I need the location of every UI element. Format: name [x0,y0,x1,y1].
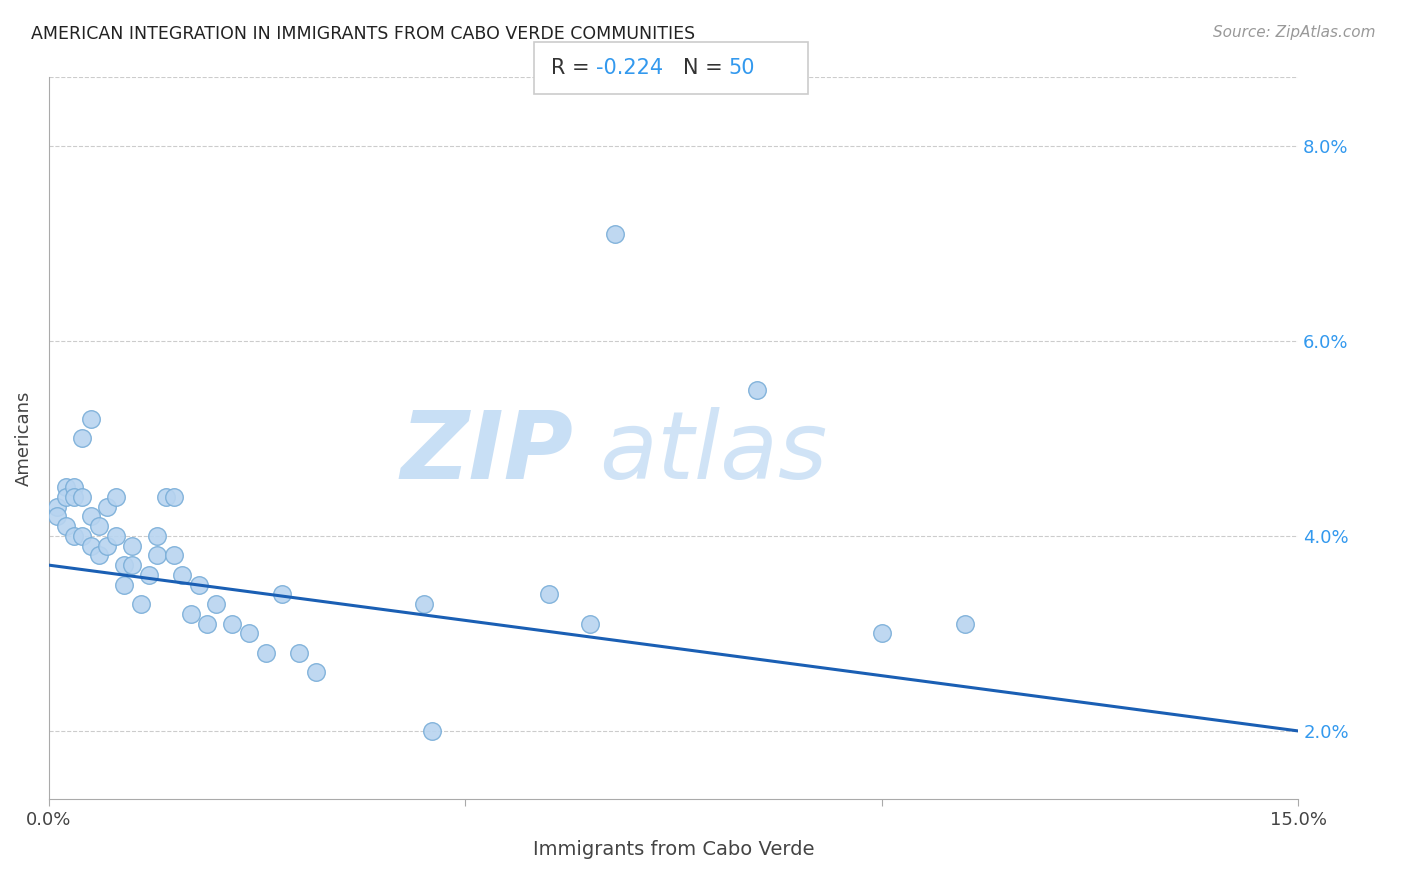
Point [112,558,135,573]
Point [420,723,443,738]
Point [304,665,326,680]
Point [129,597,152,611]
Point [271,587,294,601]
Point [46,500,69,514]
Point [221,616,243,631]
Point [121,539,143,553]
Point [63,480,86,494]
Point [112,577,135,591]
Point [79,539,101,553]
Point [163,549,186,563]
Point [55,480,77,494]
Point [745,383,768,397]
Point [63,490,86,504]
Text: R =: R = [551,58,596,78]
Point [72,529,94,543]
Point [87,549,110,563]
Point [146,549,169,563]
Point [238,626,260,640]
Point [953,616,976,631]
Point [55,490,77,504]
Point [204,597,226,611]
Point [96,500,118,514]
Text: AMERICAN INTEGRATION IN IMMIGRANTS FROM CABO VERDE COMMUNITIES: AMERICAN INTEGRATION IN IMMIGRANTS FROM … [31,25,695,43]
Point [870,626,893,640]
Point [288,646,311,660]
Point [579,616,602,631]
Point [46,509,69,524]
Point [104,529,127,543]
Point [172,568,194,582]
Point [146,529,169,543]
Text: Source: ZipAtlas.com: Source: ZipAtlas.com [1212,25,1375,40]
Point [163,490,186,504]
Point [138,568,160,582]
Point [63,529,86,543]
Point [79,412,101,426]
Point [412,597,434,611]
Text: -0.224: -0.224 [596,58,664,78]
Point [187,577,209,591]
Point [104,490,127,504]
Point [87,519,110,533]
Point [180,607,202,621]
Point [254,646,277,660]
Point [121,558,143,573]
Point [55,519,77,533]
Point [96,539,118,553]
Point [195,616,218,631]
X-axis label: Immigrants from Cabo Verde: Immigrants from Cabo Verde [533,840,814,859]
Point [72,490,94,504]
Text: ZIP: ZIP [401,407,574,499]
Point [79,509,101,524]
Point [72,431,94,445]
Text: atlas: atlas [599,408,827,499]
Point [155,490,177,504]
Y-axis label: Americans: Americans [15,391,32,486]
Text: 50: 50 [728,58,755,78]
Point [605,227,627,241]
Text: N =: N = [683,58,730,78]
Point [537,587,560,601]
